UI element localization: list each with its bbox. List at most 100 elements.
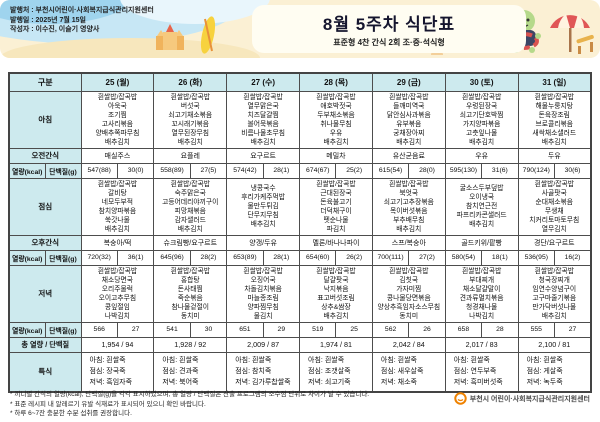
special-meal-cell: 아침: 흰쌀죽 점심: 연두부죽 저녁: 흑미버섯죽 [444,351,519,393]
pm-snack-cell: 스프/복숭아 [371,234,446,251]
pm-snack-cell: 경단/요구르트 [517,234,592,251]
protein-value: 31(6) [481,162,519,179]
footnote-line: * 하루 6~7잔 충분한 수분 섭취를 권장합니다. [10,410,132,417]
row-label-am-snack: 오전간식 [8,147,82,164]
lunch-menu-cell: 흰쌀밥/잡곡밥 북엇국 쇠고기고추장볶음 목이버섯볶음 부추배무침 배추김치 [371,177,446,236]
daily-total-cell: 1,974 / 81 [299,336,373,353]
page-subtitle: 표준형 4찬 간식 2회 조·중·석식형 [333,38,445,47]
daily-total-cell: 1,928 / 92 [153,336,228,353]
center-logo-text: 부천시 어린이·사회복지급식관리지원센터 [469,395,590,403]
publisher-line: 발행처 : 부천시어린이·사회복지급식관리지원센터 [10,7,154,14]
dinner-menu-cell: 흰쌀밥/잡곡밥 오징어국 차돌김치볶음 마늘종조림 양파찜무침 물김치 [226,264,301,323]
energy-value: 536(95) [517,249,556,266]
protein-value: 28(1) [262,162,301,179]
protein-label: 단백질(g) [44,162,82,179]
breakfast-menu-cell: 흰쌀밥/잡곡밥 우렁된장국 쇠고기단호박찜 가지양파볶음 고춧잎나물 배추김치 [444,90,519,149]
dinner-nutrition-row: 열량(kcal) 단백질(g) 566 27 541 30 651 29 519… [8,321,592,338]
protein-value: 18(1) [481,249,519,266]
protein-value: 27(5) [189,162,228,179]
day-header-tue: 26 (화) [153,72,228,92]
special-meal-cell: 아침: 흰쌀죽 점심: 게살죽 저녁: 녹두죽 [517,351,592,393]
special-meal-cell: 아침: 흰쌀죽 점심: 참치죽 저녁: 김가루찹쌀죽 [226,351,301,393]
table-header-row: 구분 25 (월) 26 (화) 27 (수) 28 (목) 29 (금) 30… [8,72,592,92]
sandcastle-icon [156,24,184,50]
energy-value: 595(130) [444,162,483,179]
dinner-menu-cell: 흰쌀밥/잡곡밥 청국장찌개 임연수양념구이 고구마줄기볶음 만가닥버섯나물 배추… [517,264,592,323]
breakfast-menu-cell: 흰쌀밥/잡곡밥 아욱국 조기찜 고사리볶음 양배추쪽파무침 배추김치 [80,90,155,149]
sand-decoration [0,38,260,58]
protein-value: 28(1) [262,249,301,266]
energy-value: 720(32) [80,249,118,266]
dinner-row: 저녁 흰쌀밥/잡곡밥 채소당면국 오리주물럭 오이고추무침 콩잎절임 나박김치 … [8,264,592,323]
protein-label: 단백질(g) [44,249,82,266]
footnotes: * 끼니별 간식의 열량(kcal), 단백질(g)을 각각 표시하였으며, 총… [10,390,369,419]
day-header-sat: 30 (토) [444,72,519,92]
day-header-wed: 27 (수) [226,72,301,92]
row-label-pm-snack: 오후간식 [8,234,82,251]
breakfast-menu-cell: 흰쌀밥/잡곡밥 애호박젓국 두부채소볶음 취나물무침 우유 배추김치 [299,90,373,149]
row-label-special: 특식 [8,351,82,393]
breakfast-menu-cell: 흰쌀밥/잡곡밥 들깨미역국 닭안심사과볶음 유부볶음 궁채장아찌 배추김치 [371,90,446,149]
am-snack-cell: 두유 [517,147,592,164]
protein-value: 27 [554,321,592,338]
daily-total-cell: 2,042 / 84 [371,336,446,353]
energy-value: 541 [153,321,191,338]
protein-value: 27(2) [408,249,446,266]
breakfast-menu-cell: 흰쌀밥/잡곡밥 버섯국 쇠고기채소볶음 꼬시래기볶음 열무된장무침 배추김치 [153,90,228,149]
am-snack-cell: 매실주스 [80,147,155,164]
energy-value: 654(60) [299,249,337,266]
row-label-lunch: 점심 [8,177,82,236]
pm-snack-cell: 골드키위/팥빵 [444,234,519,251]
meal-plan-table: 구분 25 (월) 26 (화) 27 (수) 28 (목) 29 (금) 30… [8,72,592,393]
am-snack-cell: 메밀차 [299,147,373,164]
dinner-menu-cell: 흰쌀밥/잡곡밥 부대찌개 채소달걀말이 견과류멸치볶음 청경채나물 나박김치 [444,264,519,323]
protein-value: 28 [481,321,519,338]
special-meal-cell: 아침: 흰쌀죽 점심: 견과죽 저녁: 북어죽 [153,351,228,393]
row-label-total: 총 열량 / 단백질 [8,336,82,353]
surfboard-icon [200,16,216,54]
special-meal-cell: 아침: 흰쌀죽 점심: 장국죽 저녁: 흑임자죽 [80,351,155,393]
energy-value: 555 [517,321,556,338]
protein-value: 26 [408,321,446,338]
breakfast-row: 아침 흰쌀밥/잡곡밥 아욱국 조기찜 고사리볶음 양배추쪽파무침 배추김치 흰쌀… [8,90,592,149]
protein-value: 28(2) [189,249,228,266]
protein-value: 36(1) [116,249,155,266]
day-header-fri: 29 (금) [371,72,446,92]
lunch-menu-cell: 흰쌀밥/잡곡밥 근대된장국 돈육불고기 더덕채구이 뗏순나물 파김치 [299,177,373,236]
publish-date-line: 발행일 : 2025년 7월 15일 [10,16,87,24]
row-label-dinner: 저녁 [8,264,82,323]
footnote-line: * 끼니별 간식의 열량(kcal), 단백질(g)을 각각 표시하였으며, 총… [10,391,370,398]
protein-value: 30(0) [116,162,155,179]
protein-value: 26(2) [335,249,373,266]
corner-header: 구분 [8,72,82,92]
pm-snack-cell: 멜론/바나나파이 [299,234,373,251]
pm-snack-cell: 양갱/두유 [226,234,301,251]
daily-total-cell: 2,100 / 81 [517,336,592,353]
pm-snack-cell: 복숭아/떡 [80,234,155,251]
lunch-menu-cell: 흰쌀밥/잡곡밥 사골팟국 순대채소볶음 무생채 치커리토마토무침 열무김치 [517,177,592,236]
lunch-menu-cell: 흰쌀밥/잡곡밥 숙주맑은국 고등어데리야끼구이 피망채볶음 감자샐러드 배추김치 [153,177,228,236]
header-banner: 발행처 : 부천시어린이·사회복지급식관리지원센터 발행일 : 2025년 7월… [0,0,600,58]
day-header-sun: 31 (일) [517,72,592,92]
energy-value: 547(88) [80,162,118,179]
footnote-line: * 표준 레시피 내 알레르기 유발 식재료가 표시되어 있으니 확인 바랍니다… [10,400,206,408]
energy-value: 615(54) [371,162,410,179]
breakfast-menu-cell: 흰쌀밥/잡곡밥 해물누룽지탕 돈육장조림 브로콜리볶음 새싹채소샐러드 배추김치 [517,90,592,149]
lunch-menu-cell: 굴소스두부덮밥 오이냉국 참치연근전 파프리카콘샐러드 배추김치 [444,177,519,236]
special-meal-cell: 아침: 흰쌀죽 점심: 조갯살죽 저녁: 쇠고기죽 [299,351,373,393]
protein-value: 28(0) [408,162,446,179]
am-snack-cell: 요플레 [153,147,228,164]
author-line: 작성자 : 이수진, 이슬기 영양사 [10,26,100,33]
protein-value: 25 [335,321,373,338]
breakfast-nutrition-row: 열량(kcal) 단백질(g) 547(88) 30(0) 558(89) 27… [8,162,592,179]
energy-value: 700(111) [371,249,410,266]
energy-value: 658 [444,321,483,338]
row-label-breakfast: 아침 [8,90,82,149]
day-header-mon: 25 (월) [80,72,155,92]
energy-value: 566 [80,321,118,338]
am-snack-cell: 우유 [444,147,519,164]
am-snack-cell: 요구르트 [226,147,301,164]
energy-label: 열량(kcal) [8,321,46,338]
breakfast-menu-cell: 흰쌀밥/잡곡밥 열무맑은국 치즈달걀찜 볼어묵볶음 비름나물초무침 배추김치 [226,90,301,149]
